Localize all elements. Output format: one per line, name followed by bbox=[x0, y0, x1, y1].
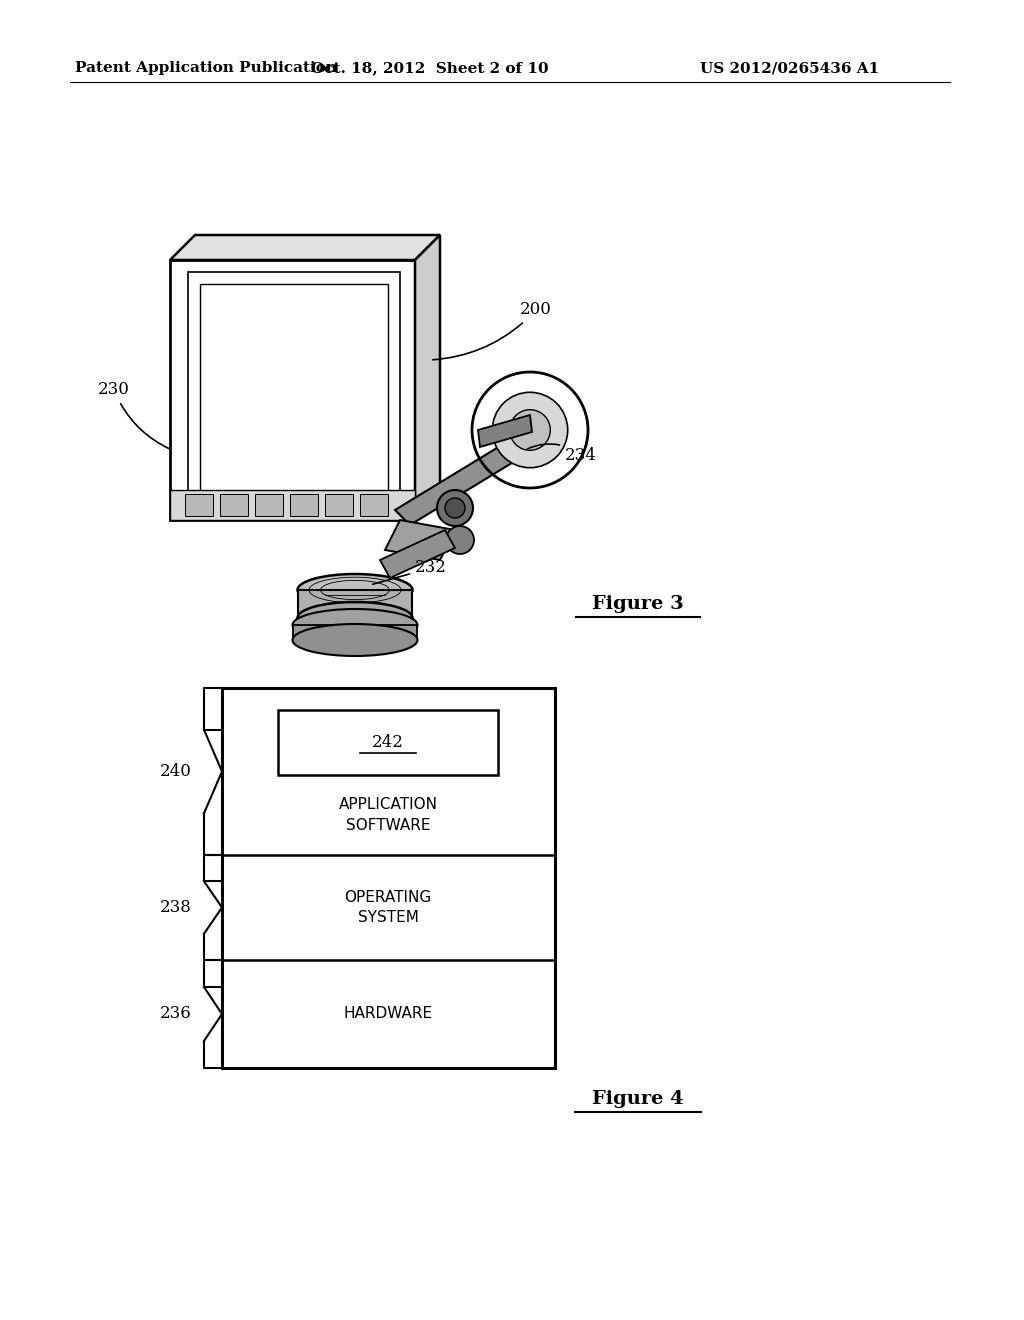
Polygon shape bbox=[478, 414, 532, 447]
Text: 242: 242 bbox=[372, 734, 403, 751]
Polygon shape bbox=[185, 494, 213, 516]
Text: 230: 230 bbox=[98, 381, 170, 449]
Text: 240: 240 bbox=[160, 763, 193, 780]
Text: Patent Application Publication: Patent Application Publication bbox=[75, 61, 337, 75]
Text: 232: 232 bbox=[373, 560, 446, 585]
Text: Figure 4: Figure 4 bbox=[592, 1090, 684, 1107]
Text: 238: 238 bbox=[160, 899, 193, 916]
Polygon shape bbox=[325, 494, 353, 516]
Circle shape bbox=[510, 409, 550, 450]
Text: 236: 236 bbox=[160, 1006, 193, 1023]
Text: Figure 3: Figure 3 bbox=[592, 595, 684, 612]
Polygon shape bbox=[360, 494, 388, 516]
Circle shape bbox=[445, 498, 465, 517]
Text: HARDWARE: HARDWARE bbox=[343, 1006, 432, 1022]
Text: US 2012/0265436 A1: US 2012/0265436 A1 bbox=[700, 61, 880, 75]
Polygon shape bbox=[298, 590, 412, 618]
Circle shape bbox=[446, 525, 474, 554]
Ellipse shape bbox=[298, 602, 413, 634]
Text: 200: 200 bbox=[433, 301, 552, 360]
Polygon shape bbox=[220, 494, 248, 516]
Ellipse shape bbox=[293, 624, 418, 656]
Polygon shape bbox=[255, 494, 283, 516]
Text: OPERATING
SYSTEM: OPERATING SYSTEM bbox=[344, 890, 432, 925]
Polygon shape bbox=[290, 494, 318, 516]
Polygon shape bbox=[170, 235, 440, 260]
Polygon shape bbox=[415, 235, 440, 520]
Polygon shape bbox=[170, 490, 415, 520]
Ellipse shape bbox=[298, 574, 413, 606]
Ellipse shape bbox=[293, 609, 418, 642]
Circle shape bbox=[493, 392, 567, 467]
Polygon shape bbox=[380, 531, 455, 578]
Text: Oct. 18, 2012  Sheet 2 of 10: Oct. 18, 2012 Sheet 2 of 10 bbox=[311, 61, 549, 75]
Text: APPLICATION
SOFTWARE: APPLICATION SOFTWARE bbox=[339, 797, 437, 833]
Text: 234: 234 bbox=[527, 444, 597, 463]
Circle shape bbox=[437, 490, 473, 525]
Polygon shape bbox=[395, 440, 525, 525]
Polygon shape bbox=[293, 624, 417, 640]
Polygon shape bbox=[385, 520, 455, 560]
